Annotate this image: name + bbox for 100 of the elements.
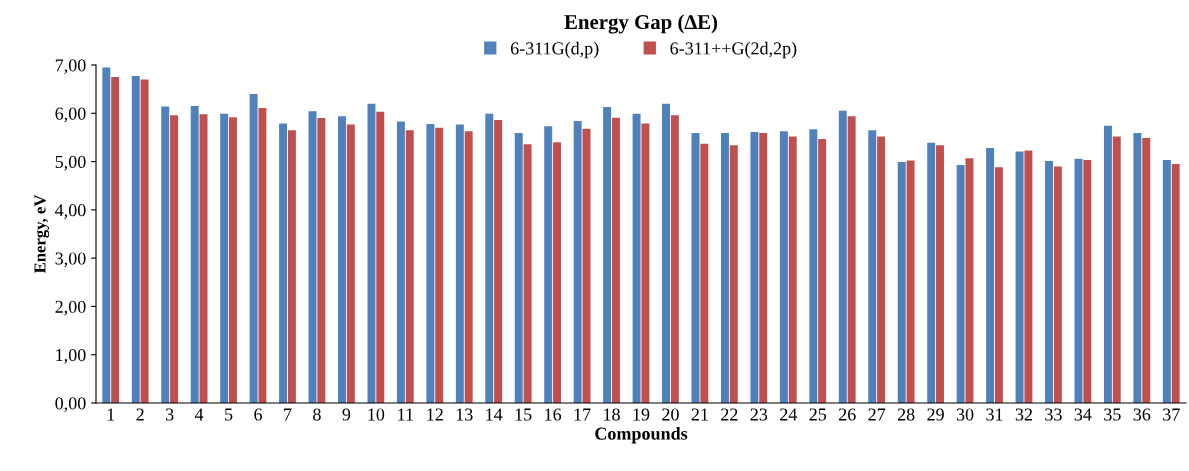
y-tick-label: 2,00 <box>55 300 86 316</box>
x-tick-label: 1 <box>107 408 115 421</box>
x-tick-label: 15 <box>515 408 532 421</box>
bar <box>494 120 503 403</box>
bar <box>190 106 199 403</box>
x-tick-label: 29 <box>927 408 944 421</box>
bar <box>338 116 346 403</box>
x-tick-label: 9 <box>342 408 351 421</box>
bar <box>287 130 296 403</box>
bar <box>279 123 288 403</box>
bar <box>759 133 768 403</box>
bar <box>838 110 847 403</box>
x-tick-label: 16 <box>545 408 562 421</box>
x-tick-label: 33 <box>1045 408 1062 421</box>
x-tick-label: 37 <box>1163 408 1180 421</box>
bar <box>611 117 620 403</box>
bar <box>464 131 473 403</box>
bar <box>258 107 267 403</box>
x-tick-label: 18 <box>604 408 620 421</box>
bar <box>131 76 140 403</box>
x-tick-label: 21 <box>691 408 708 421</box>
x-tick-label: 11 <box>398 408 413 421</box>
x-tick-label: 14 <box>486 408 503 421</box>
y-tick-label: 4,00 <box>55 204 86 219</box>
x-tick-label: 26 <box>838 408 856 421</box>
bar <box>553 142 562 403</box>
bar <box>729 145 738 403</box>
bar <box>632 113 641 403</box>
bar <box>927 142 936 403</box>
bar <box>809 129 818 403</box>
bar <box>641 123 650 403</box>
bar <box>906 160 915 403</box>
bar <box>986 148 995 403</box>
bar <box>199 114 208 403</box>
bar <box>956 164 965 403</box>
bar <box>1024 150 1033 403</box>
bar <box>396 121 405 403</box>
bar <box>455 124 464 403</box>
x-tick-label: 6 <box>254 408 262 421</box>
bar <box>1133 133 1142 403</box>
bar <box>1103 125 1112 403</box>
bar <box>1162 160 1171 403</box>
bar <box>936 145 944 403</box>
x-tick-label: 30 <box>956 408 974 421</box>
bar <box>700 143 709 403</box>
bar <box>140 79 149 403</box>
x-tick-label: 22 <box>721 408 738 421</box>
bar <box>229 117 237 403</box>
x-tick-label: 34 <box>1074 408 1092 421</box>
bar <box>847 116 856 403</box>
bar <box>111 77 120 403</box>
bar <box>868 130 877 403</box>
bar <box>662 103 671 403</box>
bar <box>1045 161 1053 403</box>
bar <box>170 115 179 403</box>
x-tick-label: 10 <box>368 408 385 421</box>
bar <box>376 111 385 403</box>
bar <box>1015 151 1024 403</box>
x-tick-label: 31 <box>986 408 1003 421</box>
bar <box>603 107 612 403</box>
x-tick-label: 3 <box>166 408 174 421</box>
x-tick-label: 28 <box>897 408 915 421</box>
y-tick-label: 5,00 <box>55 155 86 171</box>
bar <box>514 133 523 403</box>
x-tick-label: 12 <box>427 408 443 421</box>
y-tick-label: 1,00 <box>56 348 86 364</box>
bar <box>485 113 494 403</box>
bar <box>405 130 414 403</box>
x-tick-label: 25 <box>809 408 827 421</box>
x-tick-label: 23 <box>750 408 768 421</box>
y-tick-label: 3,00 <box>55 252 86 268</box>
x-tick-label: 27 <box>868 408 886 421</box>
bar <box>779 131 788 403</box>
bar <box>965 158 974 403</box>
bar <box>523 144 532 403</box>
x-tick-label: 20 <box>662 408 679 421</box>
bar <box>994 167 1003 403</box>
bar <box>750 132 759 403</box>
bar <box>1142 137 1151 403</box>
bar <box>720 133 729 403</box>
bar <box>308 111 317 403</box>
bar <box>670 115 679 403</box>
x-tick-label: 17 <box>574 408 591 421</box>
chart-title: Energy Gap (∆E) <box>564 14 718 34</box>
x-tick-label: 32 <box>1015 408 1032 421</box>
bar <box>220 113 229 403</box>
bar <box>788 136 797 403</box>
y-tick-label: 7,00 <box>55 59 86 75</box>
bar <box>346 124 355 403</box>
x-tick-label: 7 <box>284 408 292 421</box>
bar <box>1053 166 1062 403</box>
x-tick-label: 4 <box>194 408 204 421</box>
bar <box>1171 163 1180 403</box>
bar <box>818 138 827 403</box>
legend-label: 6-311G(d,p) <box>510 41 599 59</box>
x-tick-label: 13 <box>456 408 473 421</box>
bar <box>897 162 906 403</box>
bar <box>1112 136 1121 403</box>
y-axis-title: Energy, eV <box>34 194 50 274</box>
bar <box>877 136 886 403</box>
